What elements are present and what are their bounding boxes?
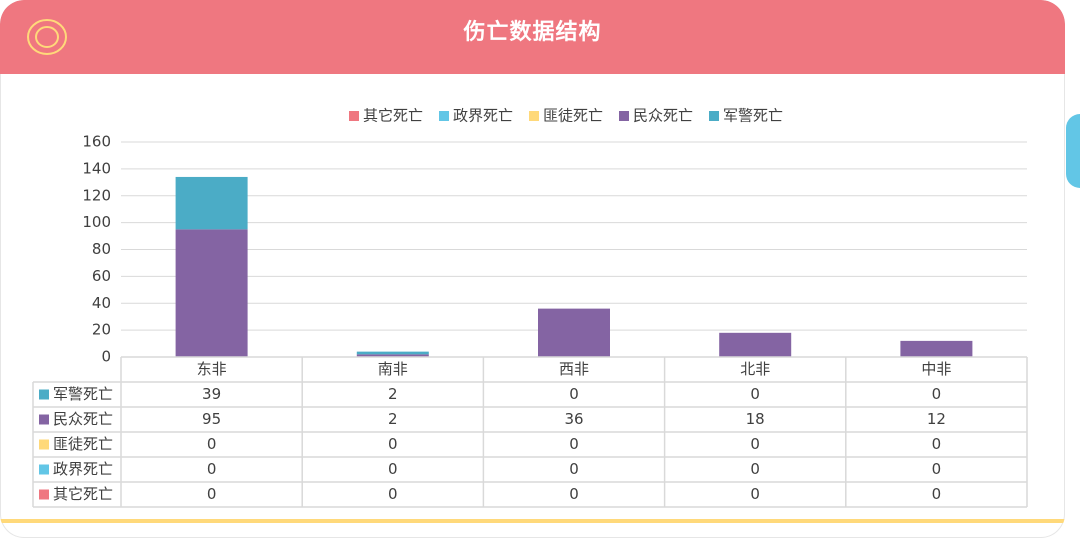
table-cell-value: 0 xyxy=(207,435,217,453)
table-cell-value: 0 xyxy=(932,435,942,453)
y-tick-label: 120 xyxy=(82,186,111,204)
table-category-label: 中非 xyxy=(921,360,951,378)
table-cell-value: 18 xyxy=(746,410,765,428)
table-cell-value: 12 xyxy=(927,410,946,428)
card-header: 伤亡数据结构 xyxy=(0,0,1065,74)
table-row-label: 其它死亡 xyxy=(53,485,113,503)
table-cell-value: 0 xyxy=(750,460,760,478)
bar xyxy=(175,229,248,357)
legend-swatch xyxy=(439,111,449,121)
table-row-label: 军警死亡 xyxy=(53,385,113,403)
y-tick-label: 0 xyxy=(101,348,111,366)
table-cell-value: 0 xyxy=(388,460,398,478)
table-cell-value: 0 xyxy=(388,485,398,503)
y-tick-label: 140 xyxy=(82,159,111,177)
table-category-label: 北非 xyxy=(740,360,770,378)
y-tick-label: 40 xyxy=(92,294,111,312)
legend-label: 政界死亡 xyxy=(453,107,513,125)
table-row-swatch xyxy=(39,439,49,450)
table-cell-value: 36 xyxy=(564,410,583,428)
table-cell-value: 2 xyxy=(388,385,398,403)
table-cell-value: 0 xyxy=(932,460,942,478)
table-cell-value: 0 xyxy=(750,385,760,403)
y-tick-label: 160 xyxy=(82,133,111,151)
y-tick-label: 60 xyxy=(92,267,111,285)
bar xyxy=(900,340,973,357)
bar xyxy=(356,351,429,355)
bar xyxy=(356,354,429,357)
table-row-label: 政界死亡 xyxy=(53,460,113,478)
bar xyxy=(538,308,610,357)
table-cell-value: 0 xyxy=(932,485,942,503)
table-row-swatch xyxy=(39,414,49,425)
table-cell-value: 0 xyxy=(207,460,217,478)
side-tab-handle[interactable] xyxy=(1066,114,1080,188)
legend-label: 民众死亡 xyxy=(633,107,693,125)
table-row-label: 民众死亡 xyxy=(53,410,113,428)
table-cell-value: 0 xyxy=(569,385,579,403)
table-row-label: 匪徒死亡 xyxy=(53,435,113,453)
table-cell-value: 0 xyxy=(569,435,579,453)
legend-swatch xyxy=(529,111,539,121)
table-category-label: 东非 xyxy=(197,360,227,378)
table-row-swatch xyxy=(39,464,49,475)
legend-swatch xyxy=(619,111,629,121)
bottom-divider xyxy=(0,519,1065,523)
table-category-label: 西非 xyxy=(559,360,589,378)
y-tick-label: 100 xyxy=(82,213,111,231)
bar xyxy=(175,176,248,230)
legend-swatch xyxy=(349,111,359,121)
table-cell-value: 39 xyxy=(202,385,221,403)
table-cell-value: 0 xyxy=(750,485,760,503)
table-cell-value: 0 xyxy=(569,460,579,478)
y-tick-label: 80 xyxy=(92,240,111,258)
table-cell-value: 0 xyxy=(388,435,398,453)
legend-label: 匪徒死亡 xyxy=(543,107,603,125)
table-cell-value: 0 xyxy=(750,435,760,453)
table-cell-value: 95 xyxy=(202,410,221,428)
legend-swatch xyxy=(709,111,719,121)
table-row-swatch xyxy=(39,389,49,400)
bar xyxy=(719,332,792,357)
table-cell-value: 0 xyxy=(569,485,579,503)
target-rings-icon xyxy=(27,19,67,55)
table-cell-value: 0 xyxy=(207,485,217,503)
y-tick-label: 20 xyxy=(92,321,111,339)
page-title: 伤亡数据结构 xyxy=(463,20,602,45)
table-cell-value: 0 xyxy=(932,385,942,403)
table-cell-value: 2 xyxy=(388,410,398,428)
legend-label: 军警死亡 xyxy=(723,107,783,125)
table-category-label: 南非 xyxy=(378,360,408,378)
legend-label: 其它死亡 xyxy=(363,107,423,125)
table-row-swatch xyxy=(39,489,49,500)
